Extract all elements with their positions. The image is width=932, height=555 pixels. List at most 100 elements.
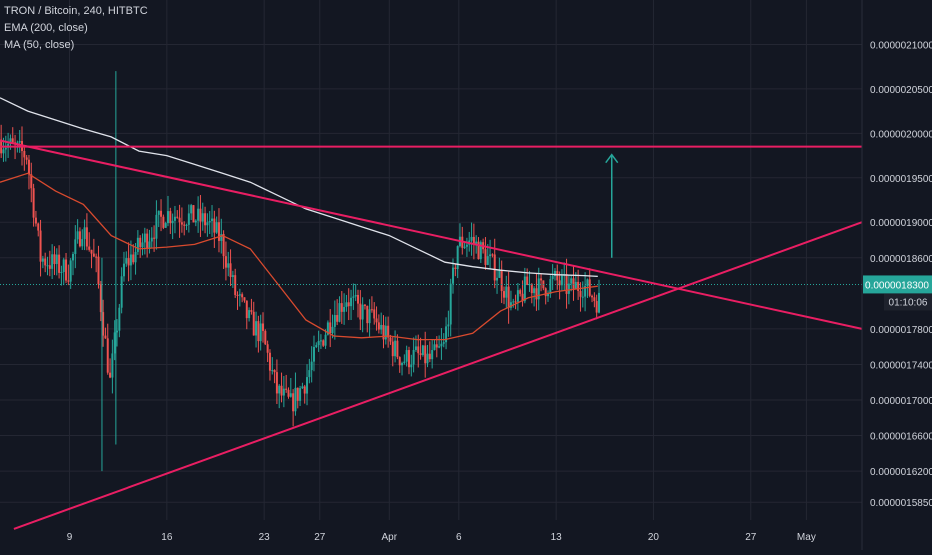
- candle: [125, 251, 128, 267]
- candle-body: [449, 283, 452, 325]
- candle: [185, 223, 188, 231]
- candle: [452, 258, 455, 294]
- ema-200-line: [0, 97, 598, 278]
- candle: [595, 294, 598, 320]
- candle-body: [141, 242, 144, 248]
- candle: [120, 267, 123, 314]
- candle: [268, 349, 271, 381]
- candle-body: [530, 284, 533, 294]
- candle: [558, 271, 561, 300]
- candle-body: [99, 284, 102, 313]
- candle-body: [556, 270, 559, 281]
- candle-body: [308, 370, 311, 378]
- drawing-layer[interactable]: [0, 139, 863, 530]
- candle-body: [62, 259, 65, 272]
- candle: [456, 245, 459, 279]
- candle: [338, 296, 341, 323]
- candle: [412, 337, 415, 373]
- candle-body: [39, 230, 42, 262]
- candle: [544, 287, 547, 305]
- candle: [591, 294, 594, 303]
- x-tick-label: May: [797, 532, 816, 543]
- candle-body: [310, 361, 313, 371]
- candle-body: [224, 256, 227, 268]
- candle: [421, 344, 424, 357]
- candle-body: [516, 290, 519, 302]
- candle: [208, 210, 211, 235]
- y-tick-label: 0.0000020000: [870, 129, 932, 140]
- price-axis-background: [863, 0, 932, 550]
- candle: [428, 341, 431, 363]
- lower-trendline: [13, 221, 863, 530]
- candle: [4, 135, 7, 162]
- candle: [363, 304, 366, 310]
- candle: [407, 346, 410, 375]
- candle-body: [162, 216, 165, 228]
- candle: [477, 237, 480, 260]
- candle: [560, 269, 563, 292]
- candle-body: [90, 249, 93, 254]
- candle-body: [252, 311, 255, 336]
- candle: [46, 256, 49, 276]
- candle-body: [229, 263, 232, 277]
- candle: [292, 389, 295, 427]
- candle: [509, 290, 512, 311]
- candle: [512, 298, 515, 308]
- candle-body: [299, 388, 302, 401]
- candle: [384, 316, 387, 345]
- candle: [377, 314, 380, 334]
- candle-body: [354, 294, 357, 297]
- candle: [171, 213, 174, 240]
- candle: [551, 264, 554, 291]
- candle: [204, 206, 207, 234]
- candle-body: [178, 217, 181, 223]
- candle: [528, 271, 531, 292]
- candle: [129, 240, 132, 281]
- candle-body: [148, 241, 151, 249]
- candle: [44, 252, 47, 273]
- candle: [231, 270, 234, 288]
- candle-body: [257, 321, 260, 342]
- candle-body: [264, 330, 267, 345]
- candle: [71, 251, 74, 276]
- x-tick-label: 20: [648, 532, 660, 543]
- candle-body: [361, 304, 364, 320]
- candle-body: [118, 307, 121, 331]
- candle-body: [69, 260, 72, 282]
- candle-body: [486, 256, 489, 265]
- candle-body: [574, 281, 577, 289]
- candle: [336, 299, 339, 326]
- symbol-title[interactable]: TRON / Bitcoin, 240, HITBTC: [4, 5, 148, 17]
- candle: [275, 359, 278, 404]
- candle-body: [581, 296, 584, 298]
- candle: [88, 232, 91, 252]
- candle-body: [389, 337, 392, 342]
- candle-body: [278, 385, 281, 394]
- ema-indicator-label[interactable]: EMA (200, close): [4, 22, 88, 34]
- candle: [271, 357, 274, 375]
- bar-countdown: 01:10:06: [889, 297, 928, 308]
- candle-body: [285, 388, 288, 390]
- ma-indicator-label[interactable]: MA (50, close): [4, 39, 75, 51]
- y-tick-label: 0.0000015850: [870, 498, 932, 509]
- candle-body: [357, 294, 360, 304]
- candle: [252, 301, 255, 336]
- candle: [81, 229, 84, 250]
- candle: [301, 382, 304, 390]
- candle-body: [322, 340, 325, 346]
- candle-body: [37, 223, 40, 231]
- candle-body: [231, 275, 234, 277]
- candle-body: [157, 210, 160, 215]
- candle-body: [505, 286, 508, 298]
- indicator-layer: [0, 97, 862, 341]
- candle: [173, 205, 176, 234]
- axis-layer[interactable]: 0.0000021000 0.0000020500 0.0000020000 0.00…: [67, 40, 932, 543]
- candle: [593, 292, 596, 308]
- candle: [565, 258, 568, 309]
- candle-body: [428, 353, 431, 360]
- candle: [375, 306, 378, 331]
- candle-body: [48, 265, 51, 269]
- candle: [176, 210, 179, 219]
